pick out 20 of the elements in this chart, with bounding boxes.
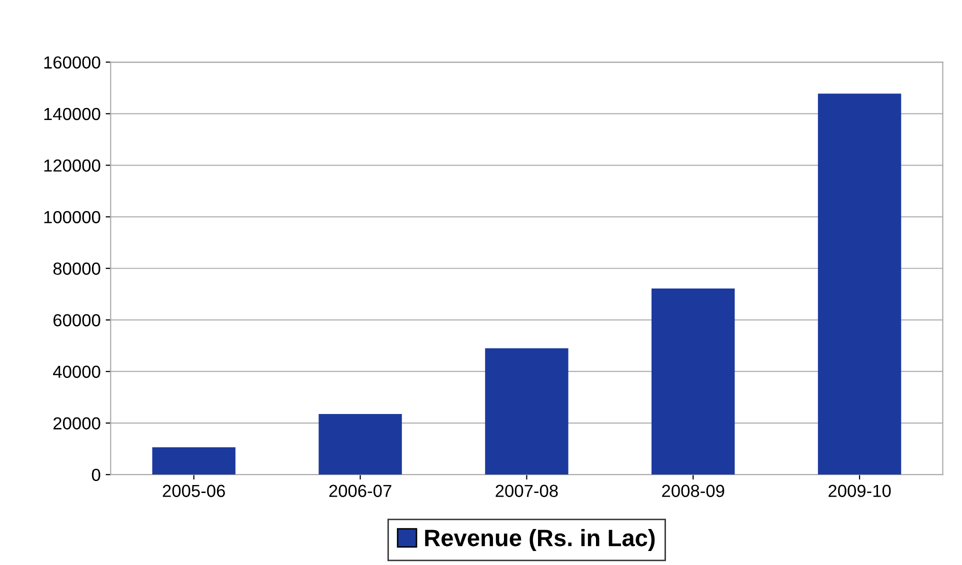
x-tick-label: 2009-10 xyxy=(828,484,891,498)
x-tick-label: 2007-08 xyxy=(496,484,558,498)
y-tick-label: 140000 xyxy=(44,108,100,120)
y-tick-label: 20000 xyxy=(54,417,100,430)
bar xyxy=(152,447,236,475)
y-tick-label: 60000 xyxy=(54,314,100,326)
bar xyxy=(818,94,902,475)
y-tick-label: 0 xyxy=(92,468,100,482)
y-tick-label: 40000 xyxy=(53,366,100,378)
bar xyxy=(652,288,735,475)
y-tick-label: 160000 xyxy=(44,56,100,69)
legend-label: Revenue (Rs. in Lac) xyxy=(425,528,655,551)
y-tick-label: 120000 xyxy=(44,159,100,172)
bar xyxy=(318,414,402,475)
y-tick-label: 80000 xyxy=(53,262,100,275)
x-tick-label: 2006-07 xyxy=(329,484,392,498)
bar xyxy=(485,348,568,475)
x-tick-label: 2008-09 xyxy=(662,484,724,498)
x-tick-label: 2005-06 xyxy=(162,484,225,498)
y-tick-label: 100000 xyxy=(44,210,100,224)
